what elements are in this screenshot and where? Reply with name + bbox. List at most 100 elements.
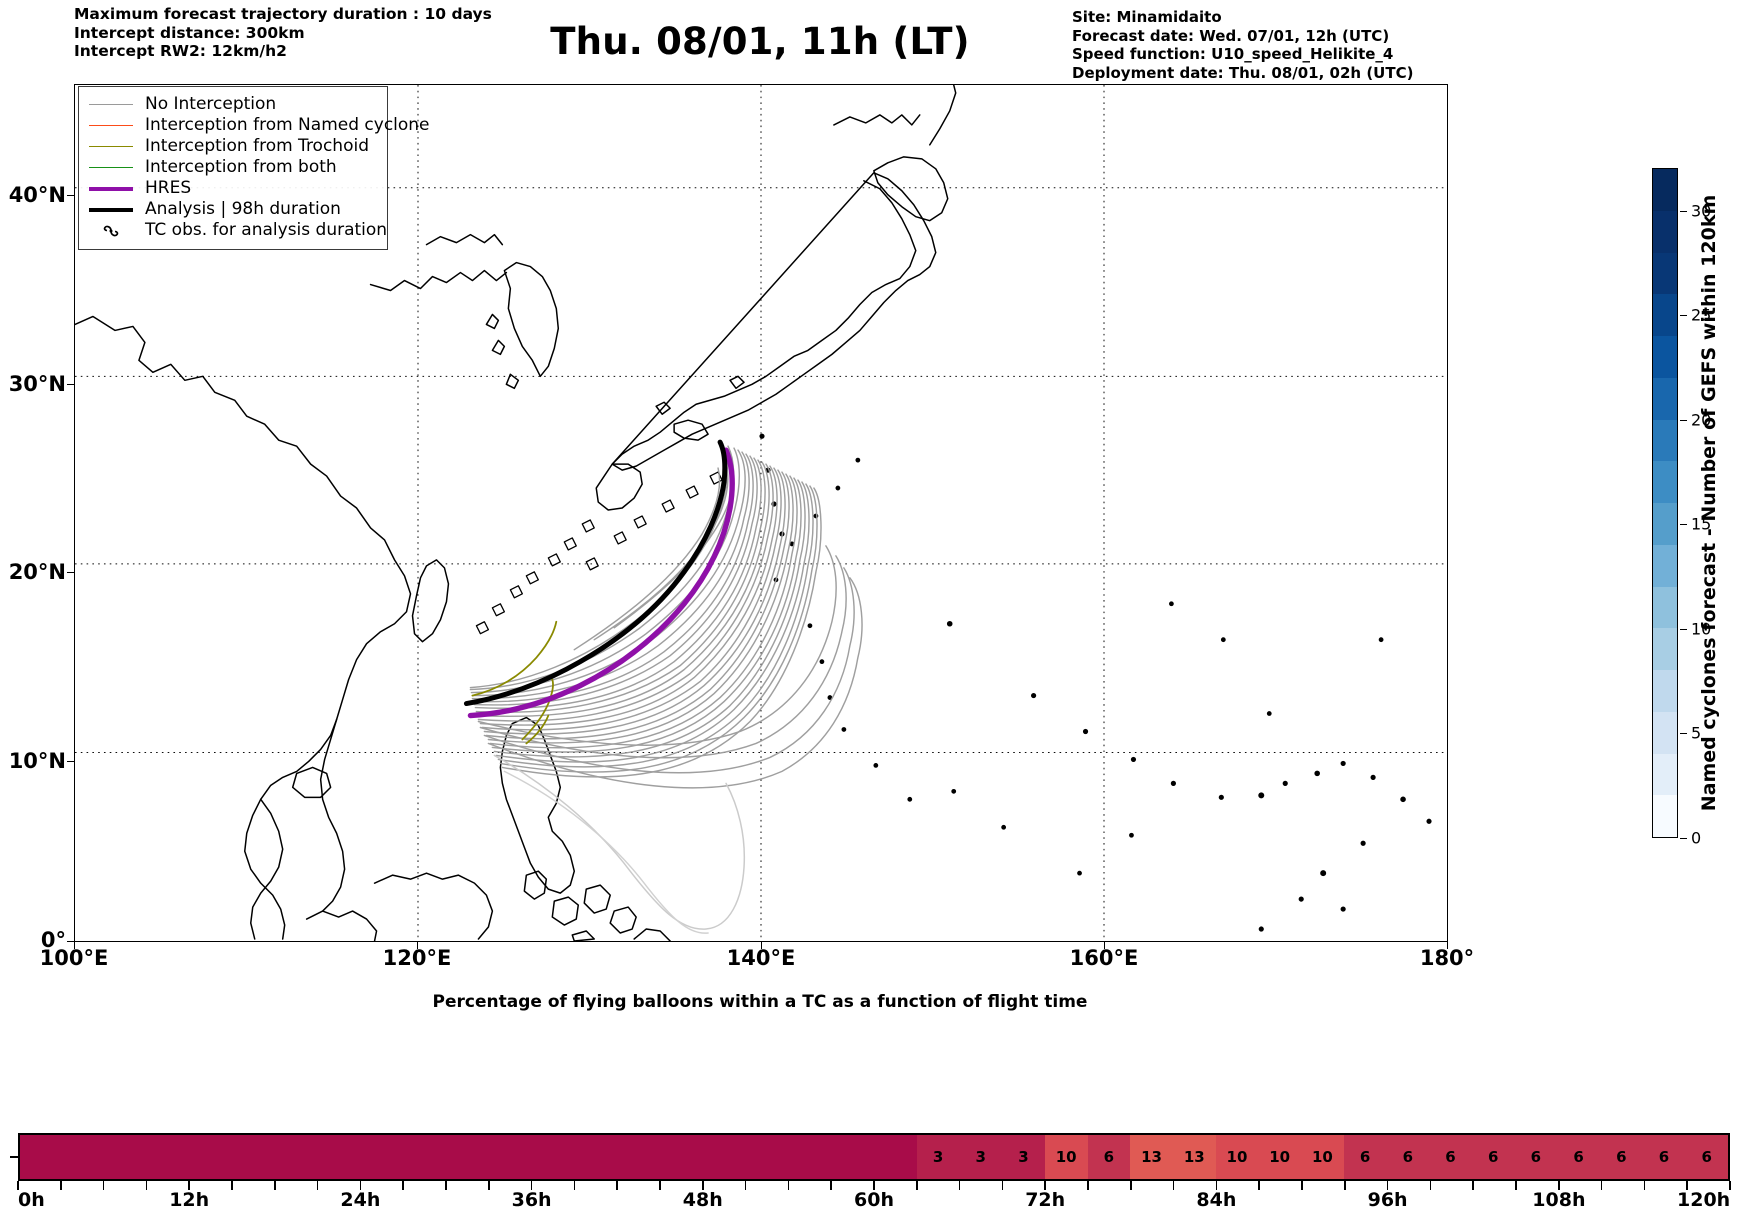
percent-bar-segment[interactable]: 6: [1386, 1135, 1430, 1179]
colorbar[interactable]: [1652, 168, 1678, 838]
x-tick-100: [74, 942, 76, 949]
colorbar-level-6: [1653, 544, 1677, 587]
percent-bar-tick: [231, 1181, 233, 1190]
percent-bar-label-84: 84h: [1196, 1189, 1237, 1211]
percent-bar-segment[interactable]: 3: [959, 1135, 1003, 1179]
colorbar-tick-10: [1680, 629, 1687, 631]
colorbar-level-10: [1653, 377, 1677, 420]
page-title: Thu. 08/01, 11h (LT): [550, 20, 970, 63]
percent-bar-segment[interactable]: 6: [1087, 1135, 1131, 1179]
percent-bar-segment[interactable]: 6: [1685, 1135, 1729, 1179]
legend-label-both: Interception from both: [145, 157, 337, 177]
cyclone-icon: [89, 222, 133, 240]
legend-item-tc-obs[interactable]: TC obs. for analysis duration: [89, 220, 387, 241]
percent-bar-segment[interactable]: 6: [1514, 1135, 1558, 1179]
map-legend[interactable]: No Interception Interception from Named …: [78, 86, 430, 250]
percent-bar-segment[interactable]: 6: [1642, 1135, 1686, 1179]
colorbar-level-9: [1653, 419, 1677, 462]
x-tick-180: [1447, 942, 1449, 949]
legend-label-no-interception: No Interception: [145, 94, 277, 114]
legend-item-hres[interactable]: HRES: [89, 178, 377, 199]
percent-bar-segment[interactable]: 10: [1301, 1135, 1344, 1179]
percent-bar-tick: [873, 1181, 875, 1190]
percent-bar-tick: [1515, 1181, 1517, 1190]
y-label-10: 10°N: [8, 749, 66, 773]
y-label-30: 30°N: [8, 372, 66, 396]
percent-bar-tick: [744, 1181, 747, 1190]
colorbar-level-5: [1653, 586, 1677, 629]
percent-bar-label-36: 36h: [511, 1189, 552, 1211]
percent-bar-tick: [1344, 1181, 1346, 1190]
percent-bar-tick: [787, 1181, 790, 1190]
percent-bar-tick: [1087, 1181, 1089, 1190]
percent-bar-tick: [573, 1181, 576, 1190]
legend-item-both[interactable]: Interception from both: [89, 157, 377, 178]
percent-bar-label-0: 0h: [18, 1189, 45, 1211]
legend-item-analysis[interactable]: Analysis | 98h duration: [89, 199, 377, 220]
percent-bar-tick: [17, 1181, 19, 1190]
percent-bar-segment[interactable]: 6: [1343, 1135, 1387, 1179]
legend-label-analysis: Analysis | 98h duration: [145, 199, 341, 219]
colorbar-level-2: [1653, 711, 1677, 754]
percent-bar-segment[interactable]: 6: [1429, 1135, 1472, 1179]
y-tick-10: [67, 761, 74, 763]
percent-bar-tick: [1001, 1181, 1004, 1190]
legend-item-named-cyclone[interactable]: Interception from Named cyclone: [89, 115, 430, 136]
percent-bar-segment[interactable]: 10: [1258, 1135, 1302, 1179]
percent-bar-segment[interactable]: 10: [1215, 1135, 1259, 1179]
percent-bar-segment[interactable]: 6: [1557, 1135, 1600, 1179]
percent-bar-tick: [1600, 1181, 1603, 1190]
legend-swatch-both: [89, 167, 133, 168]
percent-bar-segment[interactable]: 6: [1599, 1135, 1643, 1179]
colorbar-tick-0: [1680, 838, 1687, 840]
percent-bar-tick: [1386, 1181, 1389, 1190]
percent-bar-tick: [1472, 1181, 1474, 1190]
percent-bar-tick: [1729, 1181, 1731, 1190]
percent-bar-title: Percentage of flying balloons within a T…: [432, 992, 1088, 1012]
colorbar-level-14: [1653, 210, 1677, 253]
percent-bar-tick: [445, 1181, 447, 1190]
legend-swatch-named-cyclone: [89, 125, 133, 126]
y-label-40: 40°N: [8, 183, 66, 207]
y-tick-20: [67, 572, 74, 574]
percent-bar-segment[interactable]: 3: [1002, 1135, 1045, 1179]
percent-bar-tick: [1686, 1181, 1688, 1190]
percent-bar-tick: [830, 1181, 832, 1190]
percent-bar-tick: [1301, 1181, 1303, 1190]
percent-bar-segment[interactable]: 13: [1172, 1135, 1216, 1179]
percent-bar-segment[interactable]: 10: [1044, 1135, 1088, 1179]
percent-bar-segment[interactable]: [874, 1135, 917, 1179]
percent-bar-tick: [145, 1181, 148, 1190]
trajectory-hres: [467, 447, 735, 719]
x-tick-160: [1104, 942, 1106, 949]
percent-bar-segment[interactable]: 3: [916, 1135, 960, 1179]
colorbar-level-8: [1653, 461, 1677, 503]
percent-bar[interactable]: 3 3 3 10 6 13 13 10 10 10 6 6 6 6 6 6 6 6 6: [18, 1133, 1730, 1181]
colorbar-tick-15: [1680, 524, 1687, 526]
percent-bar-segment[interactable]: 13: [1130, 1135, 1173, 1179]
percent-bar-label-120: 120h: [1677, 1189, 1731, 1211]
x-label-180: 180°: [1419, 946, 1475, 970]
map-gridlines: [75, 85, 1447, 941]
percent-bar-tick: [60, 1181, 62, 1190]
colorbar-label-30: 30: [1691, 201, 1712, 221]
percent-bar-segment[interactable]: [20, 1135, 874, 1179]
percent-bar-tick: [1429, 1181, 1432, 1190]
legend-swatch-analysis: [89, 207, 133, 212]
legend-item-trochoid[interactable]: Interception from Trochoid: [89, 136, 377, 157]
y-label-0: 0°: [40, 928, 66, 952]
colorbar-level-13: [1653, 252, 1677, 295]
colorbar-level-15: [1653, 169, 1677, 211]
percent-bar-label-60: 60h: [854, 1189, 894, 1211]
percent-bar-tick: [916, 1181, 918, 1190]
percent-bar-tick: [188, 1181, 190, 1190]
percent-bar-tick: [1258, 1181, 1260, 1190]
percent-bar-tick: [702, 1181, 704, 1190]
percent-bar-segment[interactable]: 6: [1471, 1135, 1515, 1179]
colorbar-label-5: 5: [1691, 723, 1702, 743]
percent-bar-tick: [359, 1181, 362, 1190]
y-tick-0: [67, 941, 74, 943]
legend-label-trochoid: Interception from Trochoid: [145, 136, 369, 156]
legend-item-no-interception[interactable]: No Interception: [89, 94, 377, 115]
x-label-140: 140°E: [726, 946, 796, 970]
